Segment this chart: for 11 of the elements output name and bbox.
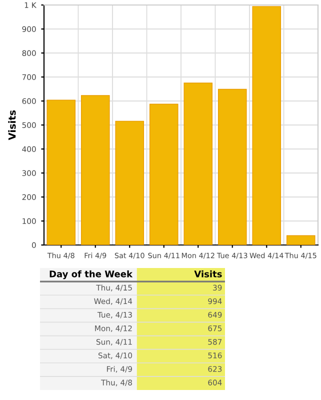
bar (286, 235, 316, 245)
bar (46, 100, 76, 245)
bar (80, 95, 110, 245)
bar (252, 6, 282, 245)
text: Visits (194, 270, 222, 278)
y-axis-title: Visits (8, 110, 16, 140)
bar (149, 104, 178, 245)
bar (115, 120, 144, 245)
bar (184, 82, 213, 245)
text: Day of the Week (50, 270, 133, 280)
bar (218, 88, 247, 245)
